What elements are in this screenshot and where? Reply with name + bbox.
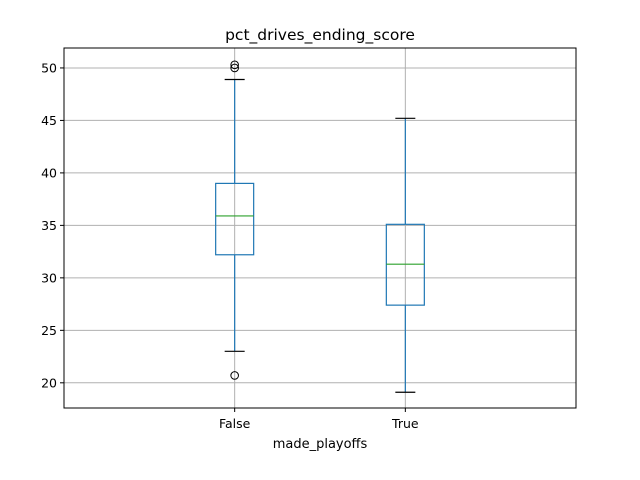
chart-title: pct_drives_ending_score [225,26,415,45]
y-tick-label: 35 [41,218,57,233]
axis-ticks: 20 25 30 35 40 45 50 False True [41,60,419,431]
y-tick-label: 30 [41,270,57,285]
outlier-point [230,60,239,70]
iqr-box [215,182,255,256]
boxes [215,60,425,393]
y-tick-label: 20 [41,375,57,390]
x-tick-label: False [219,416,251,431]
outlier-point [230,63,239,73]
x-tick-label: True [391,416,419,431]
plot-area-frame [63,47,577,409]
box-group-true [385,117,425,393]
y-tick-label: 25 [41,323,57,338]
outlier-point [230,371,239,380]
y-tick-label: 45 [41,113,57,128]
y-tick-label: 50 [41,60,57,75]
box-group-false [215,60,255,380]
y-tick-label: 40 [41,165,57,180]
x-axis-label: made_playoffs [273,437,368,452]
